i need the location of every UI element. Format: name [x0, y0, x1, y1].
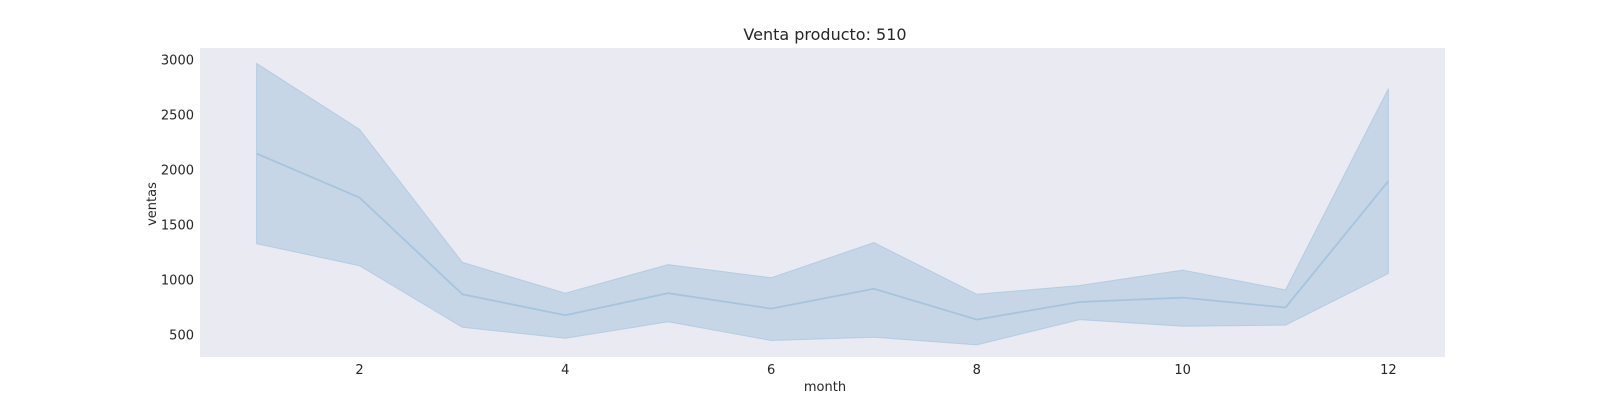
- series-line-layer: [256, 152, 1390, 321]
- x-axis-label: month: [804, 380, 846, 395]
- y-tick-label: 1000: [161, 274, 194, 289]
- x-tick-label: 8: [973, 363, 981, 378]
- y-tick-label: 2000: [161, 164, 194, 179]
- x-tick-labels: 2 4 6 8 10 12: [355, 363, 1396, 378]
- y-axis-label: ventas: [145, 182, 160, 226]
- chart-title: Venta producto: 510: [743, 25, 906, 44]
- x-tick-label: 10: [1174, 363, 1191, 378]
- y-tick-label: 500: [169, 329, 194, 344]
- x-tick-label: 2: [355, 363, 363, 378]
- confidence-band: [256, 62, 1389, 346]
- y-tick-label: 2500: [161, 109, 194, 124]
- y-tick-label: 3000: [161, 54, 194, 69]
- y-tick-label: 1500: [161, 219, 194, 234]
- x-tick-label: 12: [1380, 363, 1397, 378]
- confidence-band-layer: [256, 62, 1389, 346]
- x-tick-label: 4: [561, 363, 569, 378]
- series-line: [256, 152, 1390, 321]
- y-tick-labels: 500 1000 1500 2000 2500 3000: [161, 54, 194, 344]
- x-tick-label: 6: [767, 363, 775, 378]
